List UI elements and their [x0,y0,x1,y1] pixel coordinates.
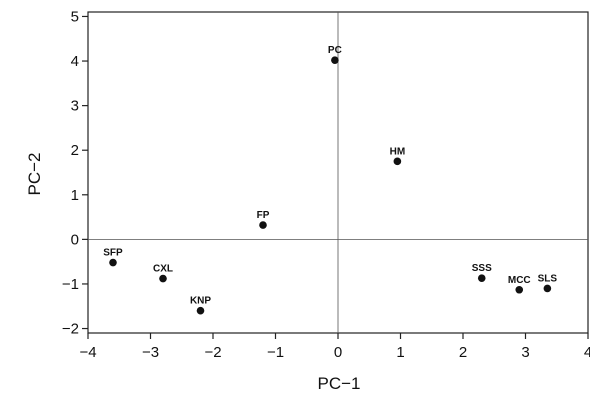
data-point [109,258,117,267]
data-point-label: CXL [153,264,173,275]
data-point-label: MCC [508,275,531,286]
data-point [543,284,552,293]
x-tick-label: −4 [79,344,96,361]
data-point [159,274,167,283]
data-point [331,56,339,64]
y-tick-label: 0 [71,231,79,248]
y-tick-label: 5 [71,8,79,25]
x-tick-label: 4 [584,344,590,361]
data-point [393,157,402,166]
x-tick-label: −1 [267,344,284,361]
y-axis-label: PC−2 [25,153,44,196]
x-tick-label: 3 [521,344,529,361]
y-tick-label: −1 [62,276,79,293]
data-point [477,274,486,282]
data-point-label: PC [328,45,342,56]
y-tick-label: 4 [71,53,79,70]
data-point [259,221,267,229]
y-tick-label: 1 [71,187,79,204]
data-point-label: SLS [538,273,558,284]
data-point-label: SSS [472,263,492,274]
data-point-label: KNP [190,296,211,307]
data-point-label: FP [257,210,270,221]
y-tick-label: −2 [62,321,79,338]
data-point-label: SFP [103,248,123,259]
y-tick-label: 3 [71,98,79,115]
y-tick-label: 2 [71,142,79,159]
x-axis-label: PC−1 [318,374,361,393]
data-point [196,306,205,315]
x-tick-label: −2 [204,344,221,361]
x-tick-label: 1 [396,344,404,361]
data-point [515,285,524,294]
data-point-label: HM [390,146,406,157]
x-tick-label: 0 [334,344,342,361]
x-tick-label: 2 [459,344,467,361]
x-tick-label: −3 [142,344,159,361]
